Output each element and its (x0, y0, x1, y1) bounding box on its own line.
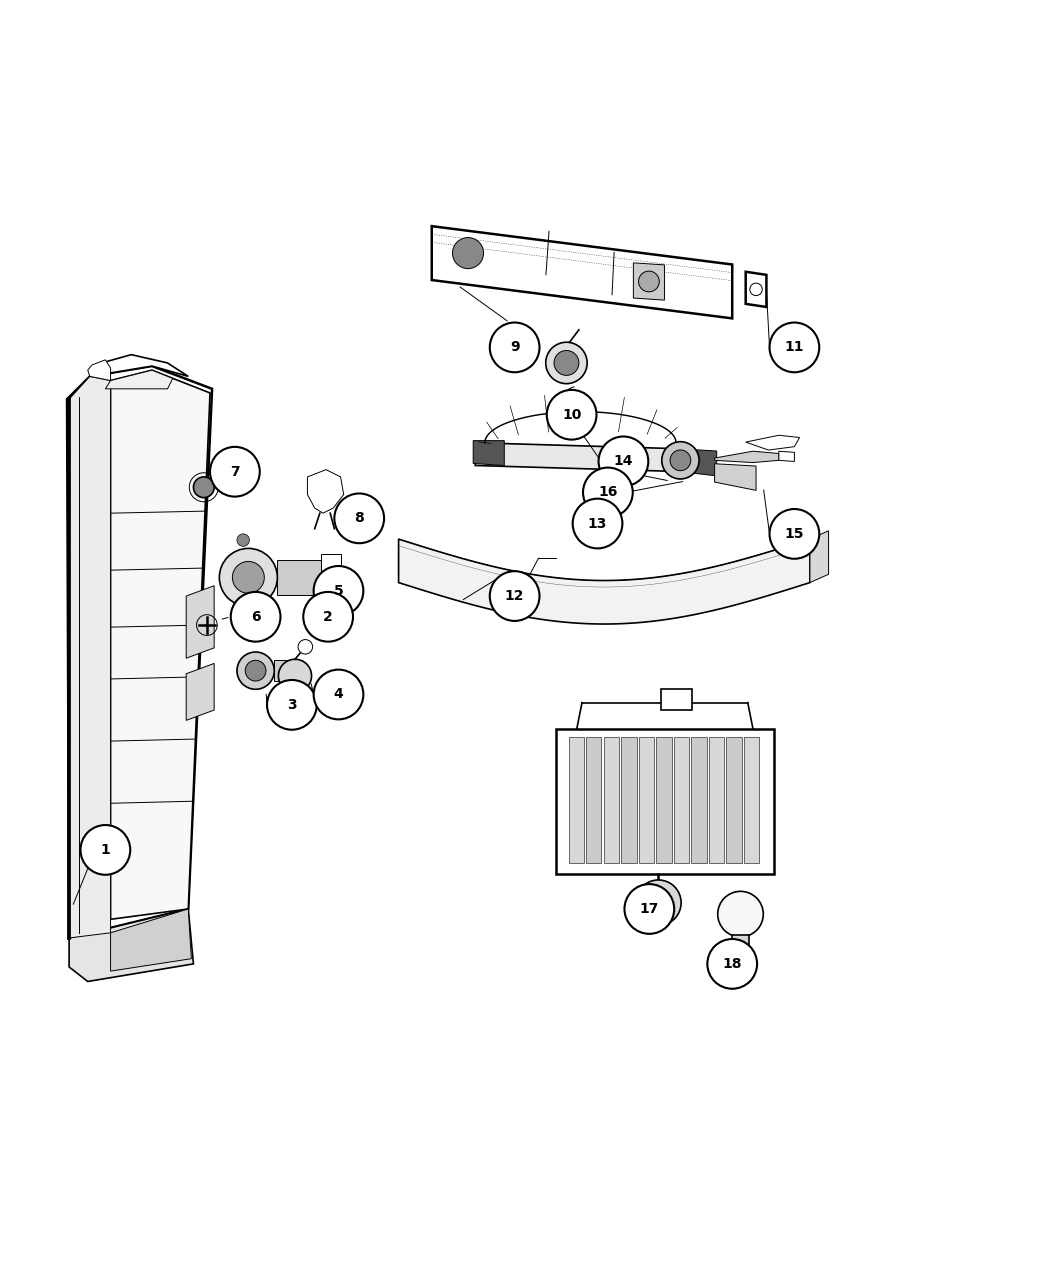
Circle shape (231, 592, 280, 641)
Text: 9: 9 (510, 340, 520, 354)
Text: 17: 17 (639, 901, 659, 915)
Circle shape (770, 509, 819, 558)
Polygon shape (715, 451, 779, 463)
Circle shape (489, 323, 540, 372)
Polygon shape (277, 560, 321, 595)
Text: 8: 8 (354, 511, 364, 525)
Bar (638, 737, 654, 863)
Bar (732, 935, 749, 958)
Circle shape (314, 566, 363, 616)
Circle shape (546, 342, 587, 384)
Circle shape (770, 323, 819, 372)
Circle shape (708, 938, 757, 988)
Circle shape (219, 548, 277, 607)
Circle shape (635, 880, 681, 926)
Polygon shape (680, 449, 717, 476)
Circle shape (246, 660, 266, 681)
Bar (568, 737, 584, 863)
Text: 18: 18 (722, 956, 742, 970)
Text: 10: 10 (562, 408, 582, 422)
Polygon shape (779, 451, 795, 462)
Text: 11: 11 (784, 340, 804, 354)
Polygon shape (746, 435, 799, 450)
Text: 15: 15 (784, 527, 804, 541)
Text: 13: 13 (588, 516, 607, 530)
Bar (727, 737, 741, 863)
Polygon shape (715, 464, 756, 491)
Circle shape (554, 351, 579, 375)
Circle shape (638, 272, 659, 292)
Bar (586, 737, 602, 863)
Text: 4: 4 (334, 687, 343, 701)
Text: 16: 16 (598, 486, 617, 500)
Polygon shape (186, 663, 214, 720)
Bar (743, 737, 759, 863)
Polygon shape (90, 354, 188, 376)
Polygon shape (474, 441, 504, 465)
Circle shape (278, 659, 312, 692)
Circle shape (298, 640, 313, 654)
Circle shape (646, 890, 671, 915)
Polygon shape (88, 360, 110, 380)
Polygon shape (274, 660, 302, 681)
Circle shape (193, 477, 214, 497)
Polygon shape (186, 585, 214, 658)
Circle shape (598, 436, 648, 486)
Polygon shape (633, 263, 665, 300)
Circle shape (670, 450, 691, 470)
Polygon shape (476, 442, 686, 472)
Bar (709, 737, 724, 863)
Circle shape (210, 446, 259, 496)
Text: 5: 5 (334, 584, 343, 598)
Polygon shape (432, 226, 732, 319)
Text: 14: 14 (613, 454, 633, 468)
Text: 3: 3 (287, 697, 297, 711)
Circle shape (583, 468, 633, 518)
Circle shape (237, 652, 274, 690)
Polygon shape (69, 909, 193, 982)
Circle shape (314, 669, 363, 719)
Text: 1: 1 (101, 843, 110, 857)
Circle shape (453, 237, 484, 269)
Circle shape (303, 592, 353, 641)
Circle shape (718, 891, 763, 937)
Circle shape (267, 680, 317, 729)
Polygon shape (69, 376, 110, 938)
Polygon shape (110, 370, 210, 919)
Polygon shape (399, 539, 810, 623)
Polygon shape (556, 729, 774, 873)
Circle shape (334, 493, 384, 543)
Circle shape (232, 561, 265, 593)
Text: 6: 6 (251, 609, 260, 623)
Circle shape (572, 499, 623, 548)
Polygon shape (746, 272, 766, 307)
Bar (674, 737, 689, 863)
Circle shape (625, 884, 674, 933)
Bar (660, 690, 692, 710)
Polygon shape (810, 530, 828, 583)
Text: 2: 2 (323, 609, 333, 623)
Text: 7: 7 (230, 464, 239, 478)
Polygon shape (110, 909, 191, 972)
Circle shape (237, 534, 250, 546)
Polygon shape (105, 370, 172, 389)
Polygon shape (321, 555, 341, 601)
Circle shape (489, 571, 540, 621)
Bar (622, 737, 636, 863)
Polygon shape (67, 366, 212, 938)
Circle shape (81, 825, 130, 875)
Bar (656, 737, 672, 863)
Circle shape (662, 441, 699, 479)
Text: 12: 12 (505, 589, 524, 603)
Bar (691, 737, 707, 863)
Polygon shape (308, 469, 343, 513)
Bar (604, 737, 620, 863)
Circle shape (547, 390, 596, 440)
